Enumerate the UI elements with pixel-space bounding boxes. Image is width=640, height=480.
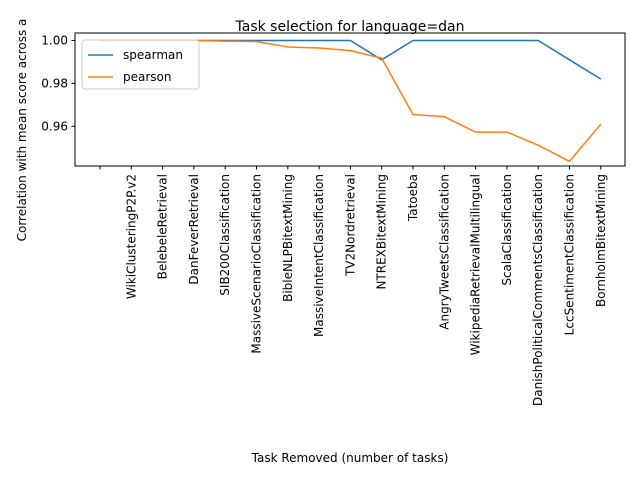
x-tick-label: LccSentimentClassification	[563, 174, 577, 335]
x-tick-label: TV2Nordretrieval	[343, 174, 357, 277]
legend-label-pearson: pearson	[123, 70, 172, 84]
y-tick-label: 0.96	[41, 119, 68, 133]
y-tick-label: 0.98	[41, 76, 68, 90]
x-axis-label: Task Removed (number of tasks)	[251, 451, 449, 465]
y-axis: 0.96 0.98 1.00	[41, 34, 75, 133]
x-tick-label: Tatoeba	[406, 174, 420, 222]
y-tick-label: 1.00	[41, 34, 68, 48]
y-axis-label: Correlation with mean score across a	[15, 19, 29, 242]
x-tick-label: BibleNLPBitextMining	[281, 174, 295, 302]
legend: spearman pearson	[81, 39, 200, 90]
x-tick-label: ScalaClassification	[500, 174, 514, 286]
x-tick-label: AngryTweetsClassification	[437, 174, 451, 330]
legend-label-spearman: spearman	[123, 48, 183, 62]
x-tick-label: SIB200Classification	[218, 174, 232, 296]
x-tick-label: BornholmBitextMining	[594, 174, 608, 307]
x-tick-label: WikiClusteringP2P.v2	[124, 174, 138, 299]
x-tick-label: BelebeleRetrieval	[156, 174, 170, 279]
x-tick-label: NTREXBitextMining	[375, 174, 389, 290]
x-tick-label: MassiveIntentClassification	[312, 174, 326, 337]
x-tick-label: DanFeverRetrieval	[187, 174, 201, 285]
x-tick-label: MassiveScenarioClassification	[250, 174, 264, 354]
x-tick-label: WikipediaRetrievalMultilingual	[469, 174, 483, 355]
chart-title: Task selection for language=dan	[235, 19, 465, 35]
x-tick-label: DanishPoliticalCommentsClassification	[531, 174, 545, 406]
x-axis: WikiClusteringP2P.v2 BelebeleRetrieval Dan…	[99, 166, 608, 406]
